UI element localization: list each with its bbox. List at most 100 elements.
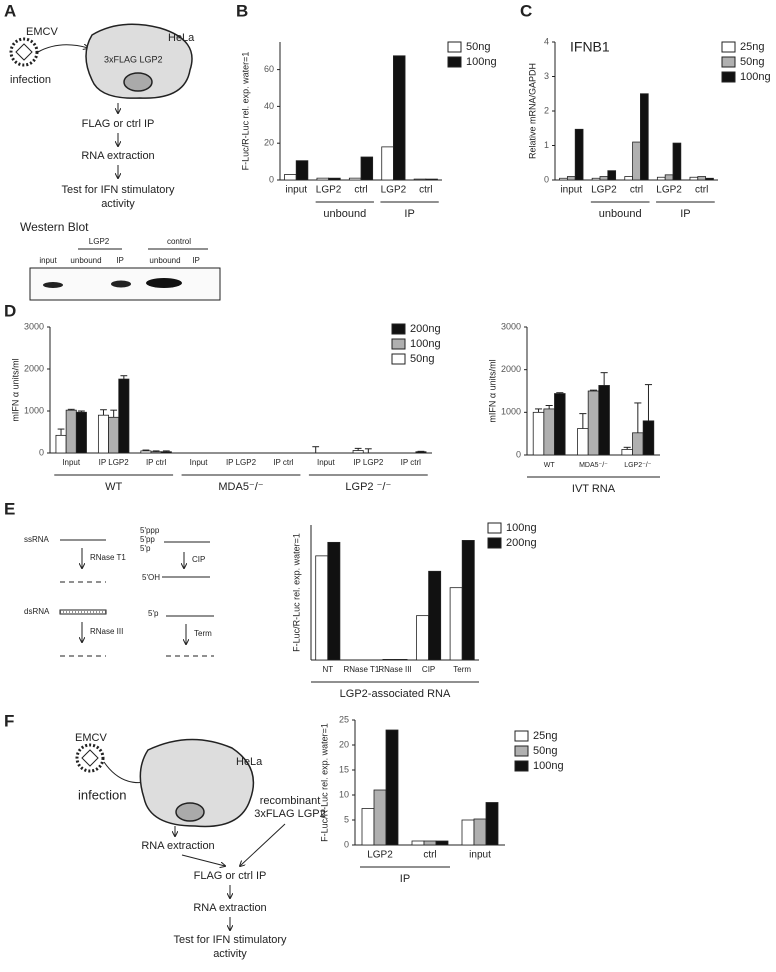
step: recombinant [260,795,321,807]
legend-label: 50ng [533,745,557,757]
x-tick-label: LGP2 [656,185,682,196]
lane-label: IP [192,256,200,265]
cell-label: HeLa [236,756,263,768]
step: activity [101,198,135,210]
group-label: unbound [323,208,366,220]
x-tick-label: ctrl [354,185,367,196]
x-tick-label: NT [322,665,333,674]
bar [607,170,617,181]
legend-label: 25ng [740,41,764,53]
bar [640,93,649,181]
x-tick-label: ctrl [419,185,432,196]
y-tick-label: 40 [264,101,274,111]
y-axis-label: F-Luc/R-Luc rel. exp. water=1 [319,723,329,842]
label: Term [194,629,212,638]
legend-swatch [721,71,736,83]
y-tick-label: 20 [339,739,349,749]
y-tick-label: 0 [39,447,44,457]
label: CIP [192,555,205,564]
x-tick-label: LGP2 [367,850,393,861]
x-tick-label: IP ctrl [273,458,294,467]
step: RNA extraction [193,902,266,914]
legend-label: 100ng [533,760,564,772]
bar [108,416,120,454]
y-axis-label: mIFN α units/ml [487,359,497,422]
group-label: IP [404,208,414,220]
bar [315,555,329,661]
x-tick-label: CIP [422,665,435,674]
lane-label: input [39,256,57,265]
legend-swatch [487,522,502,534]
legend-label: 200ng [410,323,441,335]
y-tick-label: 2000 [24,363,44,373]
legend-swatch [447,56,462,68]
bar [591,177,601,181]
bar [97,414,109,454]
group-label: unbound [599,208,642,220]
bar [656,176,666,181]
label: RNase III [90,627,123,636]
bar [360,156,374,181]
x-tick-label: MDA5⁻/⁻ [579,462,608,469]
step: RNA extraction [141,840,214,852]
bar [598,385,610,456]
x-tick-label: IP ctrl [146,458,167,467]
bar [485,802,499,846]
cell-label: HeLa [168,32,195,44]
construct-label: 3xFLAG LGP2 [104,54,163,64]
x-tick-label: RNase III [378,665,411,674]
bar [632,141,641,181]
bar [118,378,130,454]
y-tick-label: 1 [544,140,549,150]
infection-label: infection [10,74,51,86]
group-label: IP [400,873,410,885]
panel-label: B [236,1,248,20]
legend-swatch [721,56,736,68]
y-tick-label: 10 [339,789,349,799]
chart-title: IFNB1 [570,39,610,55]
bar [381,146,394,181]
bar [352,450,364,454]
x-tick-label: LGP2 [591,185,617,196]
bar [461,540,475,661]
label: RNase T1 [90,553,126,562]
label: 5'ppp [140,526,160,535]
x-tick-label: LGP2⁻/⁻ [624,462,652,469]
legend-swatch [447,41,462,53]
bar [642,420,655,456]
bar [328,177,341,181]
bar [461,819,475,846]
bar [415,451,427,454]
panel-label: D [4,301,16,320]
bar [428,570,442,661]
y-tick-label: 20 [264,138,274,148]
bar [160,451,172,454]
panel-label: E [4,499,15,518]
bar [566,176,576,181]
bar [416,615,429,661]
x-tick-label: ctrl [695,185,708,196]
legend-label: 100ng [740,71,771,83]
bar [150,451,162,454]
bar [394,659,408,661]
x-tick-label: input [285,185,307,196]
y-tick-label: 0 [516,449,521,459]
group-label: WT [105,481,122,493]
step: RNA extraction [81,150,154,162]
bar [413,178,427,181]
bar [473,818,487,846]
x-tick-label: RNase T1 [343,665,379,674]
y-tick-label: 1000 [24,405,44,415]
lane-label: unbound [70,256,101,265]
label: 5'OH [142,573,160,582]
y-tick-label: 3000 [501,321,521,331]
y-axis-label: F-Luc/R-Luc rel. exp. water=1 [291,533,301,652]
bar [672,142,682,181]
legend-swatch [487,537,502,549]
legend-label: 100ng [410,338,441,350]
legend-swatch [391,353,406,365]
legend-label: 50ng [740,56,764,68]
group-label: LGP2 ⁻/⁻ [345,481,391,493]
y-tick-label: 1000 [501,407,521,417]
bar [140,450,152,454]
